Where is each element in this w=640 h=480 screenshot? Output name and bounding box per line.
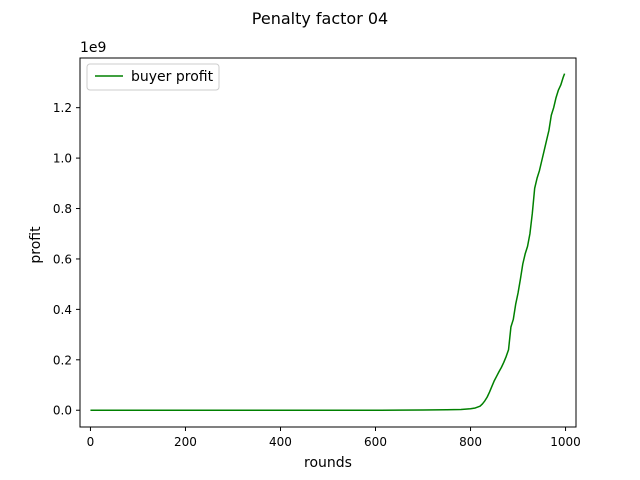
x-tick-label: 800	[459, 435, 482, 449]
x-tick-label: 600	[364, 435, 387, 449]
legend-box	[86, 63, 220, 91]
x-tick-label: 400	[269, 435, 292, 449]
x-tick-label: 0	[87, 435, 95, 449]
y-tick-label: 1.0	[53, 152, 72, 166]
y-tick-label: 1.2	[53, 101, 72, 115]
x-axis-label: rounds	[304, 455, 352, 471]
legend-label-buyer-profit: buyer profit	[131, 69, 214, 85]
plot-frame	[79, 57, 577, 428]
x-tick-label: 200	[174, 435, 197, 449]
y-tick-label: 0.8	[53, 202, 72, 216]
series-layer	[90, 73, 566, 411]
x-tick-label: 1000	[550, 435, 581, 449]
y-tick-label: 0.0	[53, 404, 72, 418]
series-line-buyer-profit	[90, 73, 566, 411]
chart-title: Penalty factor 04	[252, 9, 388, 28]
ticks: 0 200 400 600 800 1000 0.0 0.2 0.4 0.6 0.8 1.0 1.2	[53, 101, 581, 449]
legend: buyer profit	[86, 63, 220, 91]
y-offset-text: 1e9	[80, 40, 106, 56]
y-tick-label: 0.6	[53, 252, 72, 266]
y-tick-label: 0.2	[53, 353, 72, 367]
y-axis-label: profit	[28, 226, 44, 264]
y-tick-label: 0.4	[53, 303, 72, 317]
